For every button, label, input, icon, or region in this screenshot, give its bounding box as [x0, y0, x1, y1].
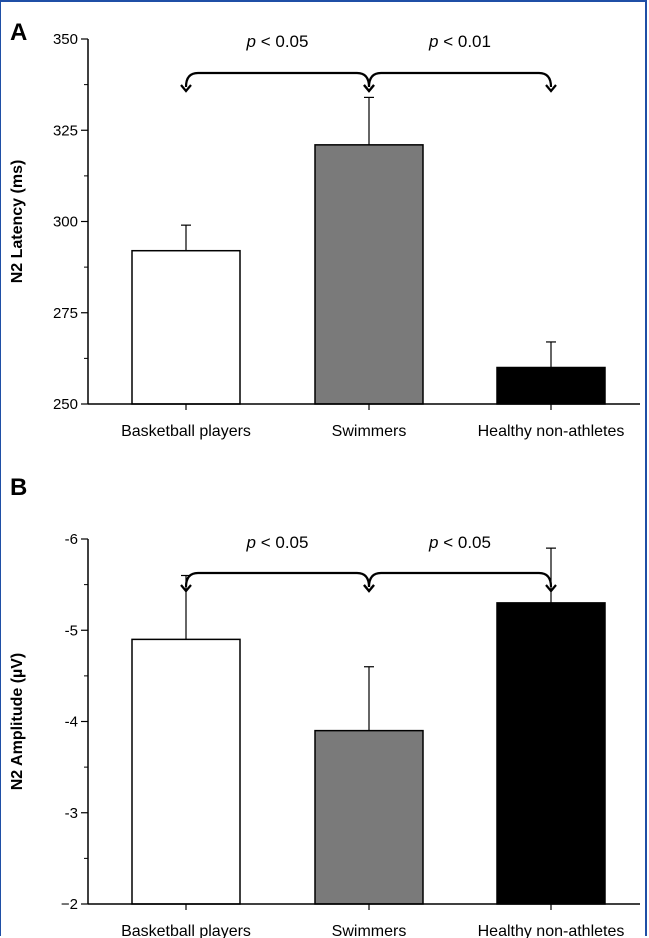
category-label: Healthy non-athletes — [478, 423, 625, 440]
y-tick-label: 250 — [53, 396, 78, 413]
arrow-head — [363, 584, 375, 593]
y-tick-label: −2 — [61, 896, 78, 913]
significance-label: p < 0.05 — [428, 533, 491, 552]
significance-bracket — [367, 71, 553, 88]
bar — [131, 638, 241, 905]
arrow-head — [180, 84, 192, 93]
significance-bracket — [184, 571, 371, 588]
significance-bracket — [367, 571, 553, 588]
y-axis-label: N2 Latency (ms) — [9, 160, 26, 284]
arrow-head — [545, 84, 557, 93]
y-tick-label: -5 — [65, 622, 78, 639]
y-axis-label: N2 Amplitude (µV) — [9, 653, 26, 791]
panel-a: A 250 275 300 325 350 Basketball players Swimme… — [9, 19, 640, 440]
bar — [314, 144, 424, 405]
y-tick-label: 350 — [53, 31, 78, 48]
bar — [496, 602, 606, 905]
category-label: Healthy non-athletes — [478, 923, 625, 938]
significance-label: p < 0.01 — [428, 32, 491, 51]
category-label: Swimmers — [332, 423, 407, 440]
arrow-head — [180, 584, 192, 593]
arrow-head — [363, 84, 375, 93]
bar — [496, 366, 606, 405]
significance-label: p < 0.05 — [246, 533, 309, 552]
y-tick-label: -3 — [65, 805, 78, 822]
category-label: Basketball players — [121, 423, 251, 440]
category-label: Swimmers — [332, 923, 407, 938]
category-label: Basketball players — [121, 923, 251, 938]
arrow-head — [545, 584, 557, 593]
panel-letter: A — [10, 19, 27, 46]
y-tick-label: 325 — [53, 122, 78, 139]
bar — [131, 249, 241, 405]
y-tick-label: 275 — [53, 305, 78, 322]
significance-label: p < 0.05 — [246, 32, 309, 51]
significance-bracket — [184, 71, 371, 88]
panel-letter: B — [10, 474, 27, 501]
y-tick-label: 300 — [53, 214, 78, 231]
bar — [314, 729, 424, 905]
panel-b: B −2 -3 -4 -5 -6 Basketball players Swimmers Hea… — [9, 474, 640, 938]
y-tick-label: -6 — [65, 531, 78, 548]
y-tick-label: -4 — [65, 714, 78, 731]
